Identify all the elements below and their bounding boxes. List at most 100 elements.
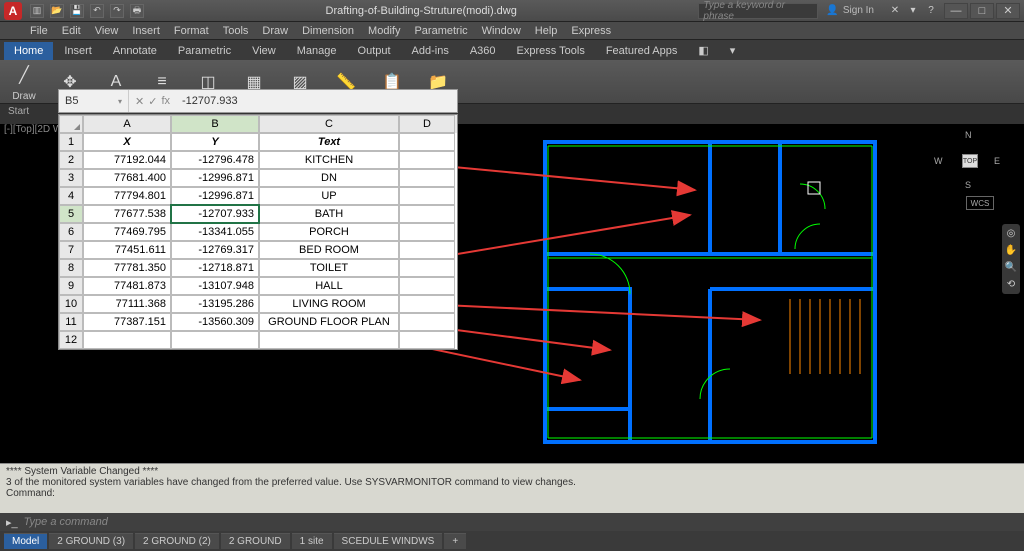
ribbon-tab-annotate[interactable]: Annotate [103, 42, 167, 60]
cell[interactable]: 77469.795 [83, 223, 171, 241]
cell[interactable]: 77681.400 [83, 169, 171, 187]
ribbon-tab-parametric[interactable]: Parametric [168, 42, 241, 60]
col-header-B[interactable]: B [171, 115, 259, 133]
cell[interactable] [399, 187, 455, 205]
cell[interactable] [259, 331, 399, 349]
ribbon-tab-express-tools[interactable]: Express Tools [507, 42, 595, 60]
ribbon-tab-manage[interactable]: Manage [287, 42, 347, 60]
row-header[interactable]: 8 [59, 259, 83, 277]
cell[interactable]: -13107.948 [171, 277, 259, 295]
dropdown-icon[interactable]: ▾ [906, 4, 920, 18]
cell[interactable]: 77111.368 [83, 295, 171, 313]
layout-tab[interactable]: + [444, 533, 466, 549]
cell[interactable]: -12718.871 [171, 259, 259, 277]
cell[interactable] [399, 277, 455, 295]
view-cube[interactable]: N S E W TOP [940, 132, 996, 188]
sign-in-button[interactable]: 👤 Sign In [826, 5, 874, 16]
compass-top[interactable]: TOP [962, 154, 978, 168]
command-input[interactable]: Type a command [24, 516, 1018, 528]
cell[interactable]: -13195.286 [171, 295, 259, 313]
cell[interactable]: -13560.309 [171, 313, 259, 331]
maximize-button[interactable]: □ [970, 3, 994, 19]
new-icon[interactable]: ▥ [30, 4, 44, 18]
cell[interactable]: Y [171, 133, 259, 151]
cell[interactable] [399, 205, 455, 223]
fx-icon[interactable]: fx [161, 95, 170, 107]
row-header[interactable]: 11 [59, 313, 83, 331]
ribbon-tab-view[interactable]: View [242, 42, 286, 60]
cell[interactable]: 77677.538 [83, 205, 171, 223]
cell[interactable]: KITCHEN [259, 151, 399, 169]
undo-icon[interactable]: ↶ [90, 4, 104, 18]
cell[interactable] [399, 241, 455, 259]
cell[interactable] [399, 331, 455, 349]
cell[interactable]: X [83, 133, 171, 151]
zoom-icon[interactable]: 🔍 [1005, 262, 1017, 273]
layout-tab[interactable]: 2 GROUND (2) [135, 533, 219, 549]
row-header[interactable]: 10 [59, 295, 83, 313]
cell[interactable]: 77794.801 [83, 187, 171, 205]
exchange-icon[interactable]: ✕ [888, 4, 902, 18]
ribbon-tab-featured-apps[interactable]: Featured Apps [596, 42, 688, 60]
open-icon[interactable]: 📂 [50, 4, 64, 18]
cell[interactable] [399, 295, 455, 313]
name-box[interactable]: B5 [59, 90, 129, 112]
menu-help[interactable]: Help [535, 25, 558, 37]
start-tab[interactable]: Start [8, 106, 29, 118]
ribbon-tab-output[interactable]: Output [348, 42, 401, 60]
col-header-D[interactable]: D [399, 115, 455, 133]
layout-tab[interactable]: 2 GROUND [221, 533, 290, 549]
cell[interactable]: BED ROOM [259, 241, 399, 259]
cell[interactable]: -13341.055 [171, 223, 259, 241]
menu-dimension[interactable]: Dimension [302, 25, 354, 37]
row-header[interactable]: 5 [59, 205, 83, 223]
cell[interactable]: TOILET [259, 259, 399, 277]
cell[interactable]: BATH [259, 205, 399, 223]
menu-view[interactable]: View [95, 25, 119, 37]
ribbon-tab-a360[interactable]: A360 [460, 42, 506, 60]
cancel-fx-icon[interactable]: ✕ [135, 95, 144, 108]
layout-tab[interactable]: SCEDULE WINDWS [334, 533, 443, 549]
cell[interactable] [399, 133, 455, 151]
cell[interactable]: -12996.871 [171, 187, 259, 205]
menu-edit[interactable]: Edit [62, 25, 81, 37]
cell[interactable]: 77387.151 [83, 313, 171, 331]
row-header[interactable]: 4 [59, 187, 83, 205]
cell[interactable]: 77781.350 [83, 259, 171, 277]
menu-parametric[interactable]: Parametric [414, 25, 467, 37]
cell[interactable]: -12996.871 [171, 169, 259, 187]
app-logo[interactable] [4, 2, 22, 20]
col-header-A[interactable]: A [83, 115, 171, 133]
menu-express[interactable]: Express [571, 25, 611, 37]
minimize-button[interactable]: — [944, 3, 968, 19]
menu-format[interactable]: Format [174, 25, 209, 37]
cell[interactable]: -12769.317 [171, 241, 259, 259]
cell[interactable]: UP [259, 187, 399, 205]
layout-tab[interactable]: Model [4, 533, 47, 549]
help-icon[interactable]: ? [924, 4, 938, 18]
cell[interactable]: PORCH [259, 223, 399, 241]
command-line[interactable]: ▸_ Type a command [0, 513, 1024, 531]
menu-insert[interactable]: Insert [132, 25, 160, 37]
row-header[interactable]: 9 [59, 277, 83, 295]
cell[interactable] [399, 151, 455, 169]
row-header[interactable]: 6 [59, 223, 83, 241]
formula-input[interactable]: -12707.933 [176, 95, 457, 107]
nav-wheel-icon[interactable]: ◎ [1007, 228, 1016, 239]
cell[interactable]: 77481.873 [83, 277, 171, 295]
line-tool-icon[interactable]: ╱ [8, 61, 40, 89]
search-input[interactable]: Type a keyword or phrase [698, 3, 818, 19]
cell[interactable]: 77192.044 [83, 151, 171, 169]
row-header[interactable]: 7 [59, 241, 83, 259]
redo-icon[interactable]: ↷ [110, 4, 124, 18]
row-header[interactable]: 3 [59, 169, 83, 187]
save-icon[interactable]: 💾 [70, 4, 84, 18]
cell[interactable] [399, 259, 455, 277]
menu-window[interactable]: Window [482, 25, 521, 37]
layout-tab[interactable]: 1 site [292, 533, 332, 549]
print-icon[interactable]: 🖶 [130, 4, 144, 18]
cell[interactable]: -12796.478 [171, 151, 259, 169]
pan-icon[interactable]: ✋ [1005, 245, 1017, 256]
ribbon-tab-add-ins[interactable]: Add-ins [402, 42, 459, 60]
select-all-corner[interactable] [59, 115, 83, 133]
